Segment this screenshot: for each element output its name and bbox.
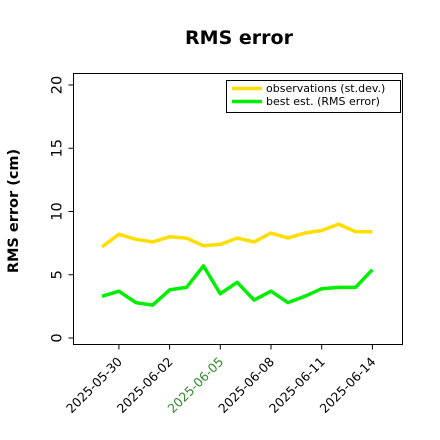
y-tick-label: 0 <box>50 333 66 342</box>
y-tick-label: 15 <box>50 139 66 157</box>
y-tick-label: 10 <box>50 202 66 220</box>
plot-area <box>100 222 374 307</box>
series-line-0 <box>100 222 373 249</box>
y-axis-label: RMS error (cm) <box>6 149 22 273</box>
legend-label-observations: observations (st.dev.) <box>266 82 385 95</box>
legend-label-best-estimate: best est. (RMS error) <box>266 95 380 108</box>
legend-box <box>226 80 401 113</box>
chart-title: RMS error <box>185 27 294 49</box>
y-tick-label: 20 <box>50 76 66 94</box>
legend: observations (st.dev.) best est. (RMS er… <box>226 80 401 113</box>
series-line-1 <box>101 264 374 307</box>
plot-frame <box>73 73 403 345</box>
y-tick-label: 5 <box>50 270 66 279</box>
